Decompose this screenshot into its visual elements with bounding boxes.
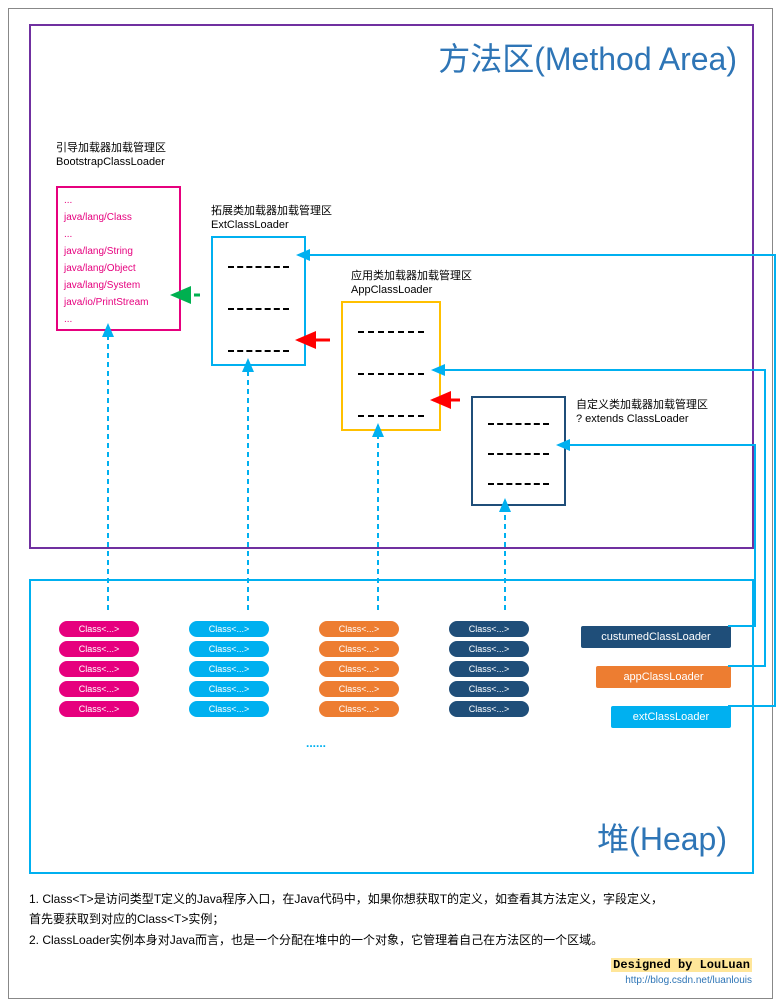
bootstrap-class-item: java/lang/String [64,243,173,260]
class-pill: Class<...> [59,681,139,697]
footnotes: 1. Class<T>是访问类型T定义的Java程序入口，在Java代码中，如果… [29,889,749,950]
class-column: Class<...> Class<...> Class<...> Class<...>… [59,621,139,721]
class-pill: Class<...> [59,641,139,657]
class-pill: Class<...> [189,641,269,657]
class-pill: Class<...> [59,621,139,637]
bootstrap-class-item: ... [64,311,173,328]
class-pill: Class<...> [449,681,529,697]
class-pill: Class<...> [319,681,399,697]
bootstrap-box: ...java/lang/Class...java/lang/Stringjav… [56,186,181,331]
class-pill: Class<...> [59,701,139,717]
custom-label: 自定义类加载器加载管理区 ? extends ClassLoader [576,398,736,427]
bootstrap-class-item: java/lang/System [64,277,173,294]
heap-title: 堆(Heap) [597,814,727,860]
diagram-frame: 方法区(Method Area) 引导加载器加载管理区 BootstrapCla… [8,8,773,999]
app-label: 应用类加载器加载管理区 AppClassLoader [351,269,511,298]
class-pill: Class<...> [319,701,399,717]
ext-box [211,236,306,366]
bootstrap-class-item: java/lang/Class [64,209,173,226]
class-pill: Class<...> [449,661,529,677]
class-pill: Class<...> [449,641,529,657]
app-box [341,301,441,431]
method-area-box: 方法区(Method Area) 引导加载器加载管理区 BootstrapCla… [29,24,754,549]
loader-pill: custumedClassLoader [581,626,731,648]
class-pill: Class<...> [449,621,529,637]
loader-pill: extClassLoader [611,706,731,728]
bootstrap-class-item: ... [64,226,173,243]
credit: Designed by LouLuan http://blog.csdn.net… [611,957,752,986]
class-pill: Class<...> [319,661,399,677]
bootstrap-class-item: ... [64,192,173,209]
class-pill: Class<...> [319,641,399,657]
bootstrap-label: 引导加载器加载管理区 BootstrapClassLoader [56,141,206,170]
class-pill: Class<...> [59,661,139,677]
class-pill: Class<...> [449,701,529,717]
class-column: Class<...> Class<...> Class<...> Class<...>… [319,621,399,721]
heap-ellipsis: ...... [306,736,326,750]
heap-box: 堆(Heap) ...... Class<...>Class<...>Class… [29,579,754,874]
class-column: Class<...> Class<...> Class<...> Class<...>… [449,621,529,721]
class-pill: Class<...> [189,621,269,637]
bootstrap-class-item: java/io/PrintStream [64,294,173,311]
custom-box [471,396,566,506]
ext-label: 拓展类加载器加载管理区 ExtClassLoader [211,204,361,233]
class-pill: Class<...> [189,701,269,717]
method-area-title: 方法区(Method Area) [438,34,737,80]
bootstrap-class-item: java/lang/Object [64,260,173,277]
class-pill: Class<...> [319,621,399,637]
class-column: Class<...> Class<...> Class<...> Class<...>… [189,621,269,721]
class-pill: Class<...> [189,661,269,677]
class-pill: Class<...> [189,681,269,697]
loader-pill: appClassLoader [596,666,731,688]
